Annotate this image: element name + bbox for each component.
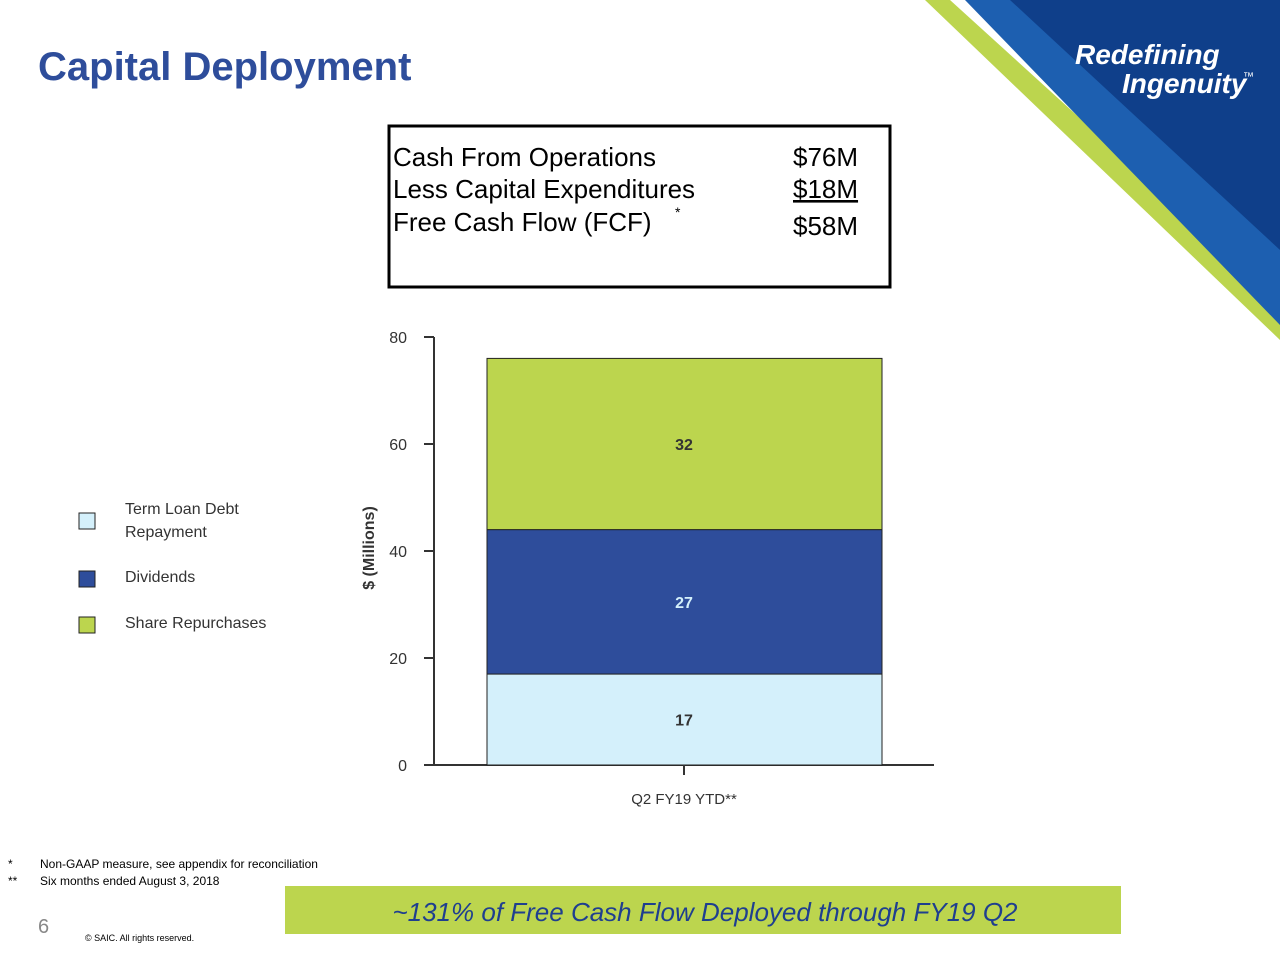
bar-segment [486, 357, 883, 531]
legend-swatch [78, 512, 96, 530]
logo-tm: ™ [1243, 71, 1254, 83]
y-tick-label: 80 [389, 330, 407, 347]
legend-label: Term Loan Debt Repayment [125, 501, 239, 541]
legend-swatch [78, 570, 96, 588]
copyright: © SAIC. All rights reserved. [85, 933, 194, 943]
legend-item: Share Repurchases [125, 615, 267, 632]
summary-label: Cash From Operations [393, 142, 656, 172]
footnote-text: Non-GAAP measure, see appendix for recon… [40, 857, 318, 871]
chart: 0 20 40 60 80 $ (Millions) 17 27 32 Q2 FY19 YTD**… [78, 330, 934, 808]
footnote-text: Six months ended August 3, 2018 [40, 874, 220, 888]
banner-text: ~131% of Free Cash Flow Deployed through… [392, 897, 1018, 927]
summary-box [387, 124, 892, 289]
summary-value: $58M [793, 211, 858, 241]
summary-mark: * [675, 204, 681, 220]
summary-value: $18M [793, 174, 858, 204]
banner-box [285, 886, 1121, 934]
y-tick-label: 0 [398, 758, 407, 775]
value-label: 32 [675, 437, 693, 454]
page-number: 6 [38, 916, 49, 938]
footnote-mark: * [8, 857, 13, 871]
y-tick-label: 40 [389, 544, 407, 561]
value-label: 17 [675, 713, 693, 730]
summary-label: Free Cash Flow (FCF) [393, 207, 652, 237]
legend-item: Dividends [125, 569, 196, 586]
value-label: 27 [675, 595, 693, 612]
y-axis-label: $ (Millions) [361, 506, 378, 590]
swoosh-dark [1010, 0, 1280, 250]
logo-line1: Redefining [1075, 39, 1220, 70]
y-tick-label: 60 [389, 437, 407, 454]
summary-label: Less Capital Expenditures [393, 174, 695, 204]
y-tick-label: 20 [389, 651, 407, 668]
legend-label: Dividends [125, 569, 196, 586]
slide-title: Capital Deployment [38, 45, 411, 89]
legend-item: Term Loan Debt Repayment [125, 501, 239, 541]
legend-swatch [78, 616, 96, 634]
logo-line2: Ingenuity [1122, 68, 1248, 99]
legend-label: Share Repurchases [125, 615, 267, 632]
x-tick-label: Q2 FY19 YTD** [631, 791, 737, 808]
summary-value: $76M [793, 142, 858, 172]
footnote-mark: ** [8, 874, 18, 888]
swoosh-green [925, 0, 1280, 340]
